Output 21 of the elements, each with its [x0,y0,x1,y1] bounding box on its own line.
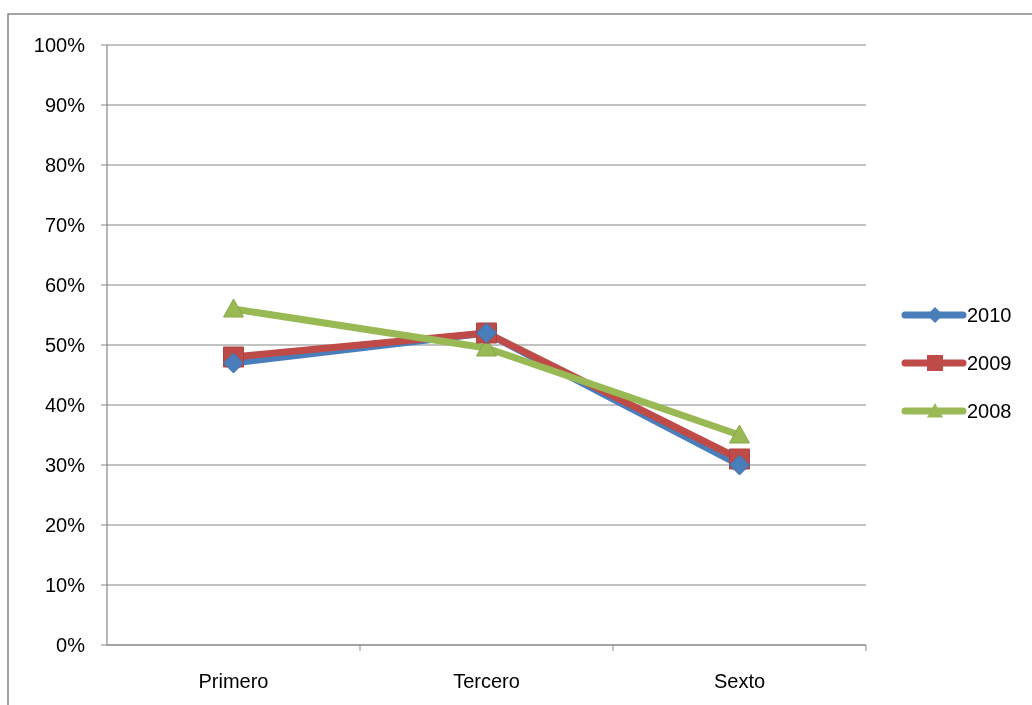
y-tick-label: 40% [44,394,86,416]
y-tick-label: 10% [44,574,86,596]
y-tick-label: 60% [44,274,86,296]
y-tick-label: 90% [44,94,86,116]
y-tick-label: 100% [33,34,86,56]
legend-label: 2009 [967,352,1012,374]
point [729,454,750,476]
y-tick-label: 0% [56,634,86,656]
y-tick-label: 70% [44,214,86,236]
y-tick-label: 20% [44,514,86,536]
legend-label: 2010 [967,304,1012,326]
x-tick-label: Sexto [713,670,766,692]
point [223,298,244,318]
x-tick-label: Primero [198,670,269,692]
point [223,352,244,374]
x-tick-label: Tercero [453,670,520,692]
legend-label: 2008 [967,400,1012,422]
y-tick-label: 30% [44,454,86,476]
point [729,424,750,444]
y-tick-label: 50% [44,334,86,356]
y-tick-label: 80% [44,154,86,176]
